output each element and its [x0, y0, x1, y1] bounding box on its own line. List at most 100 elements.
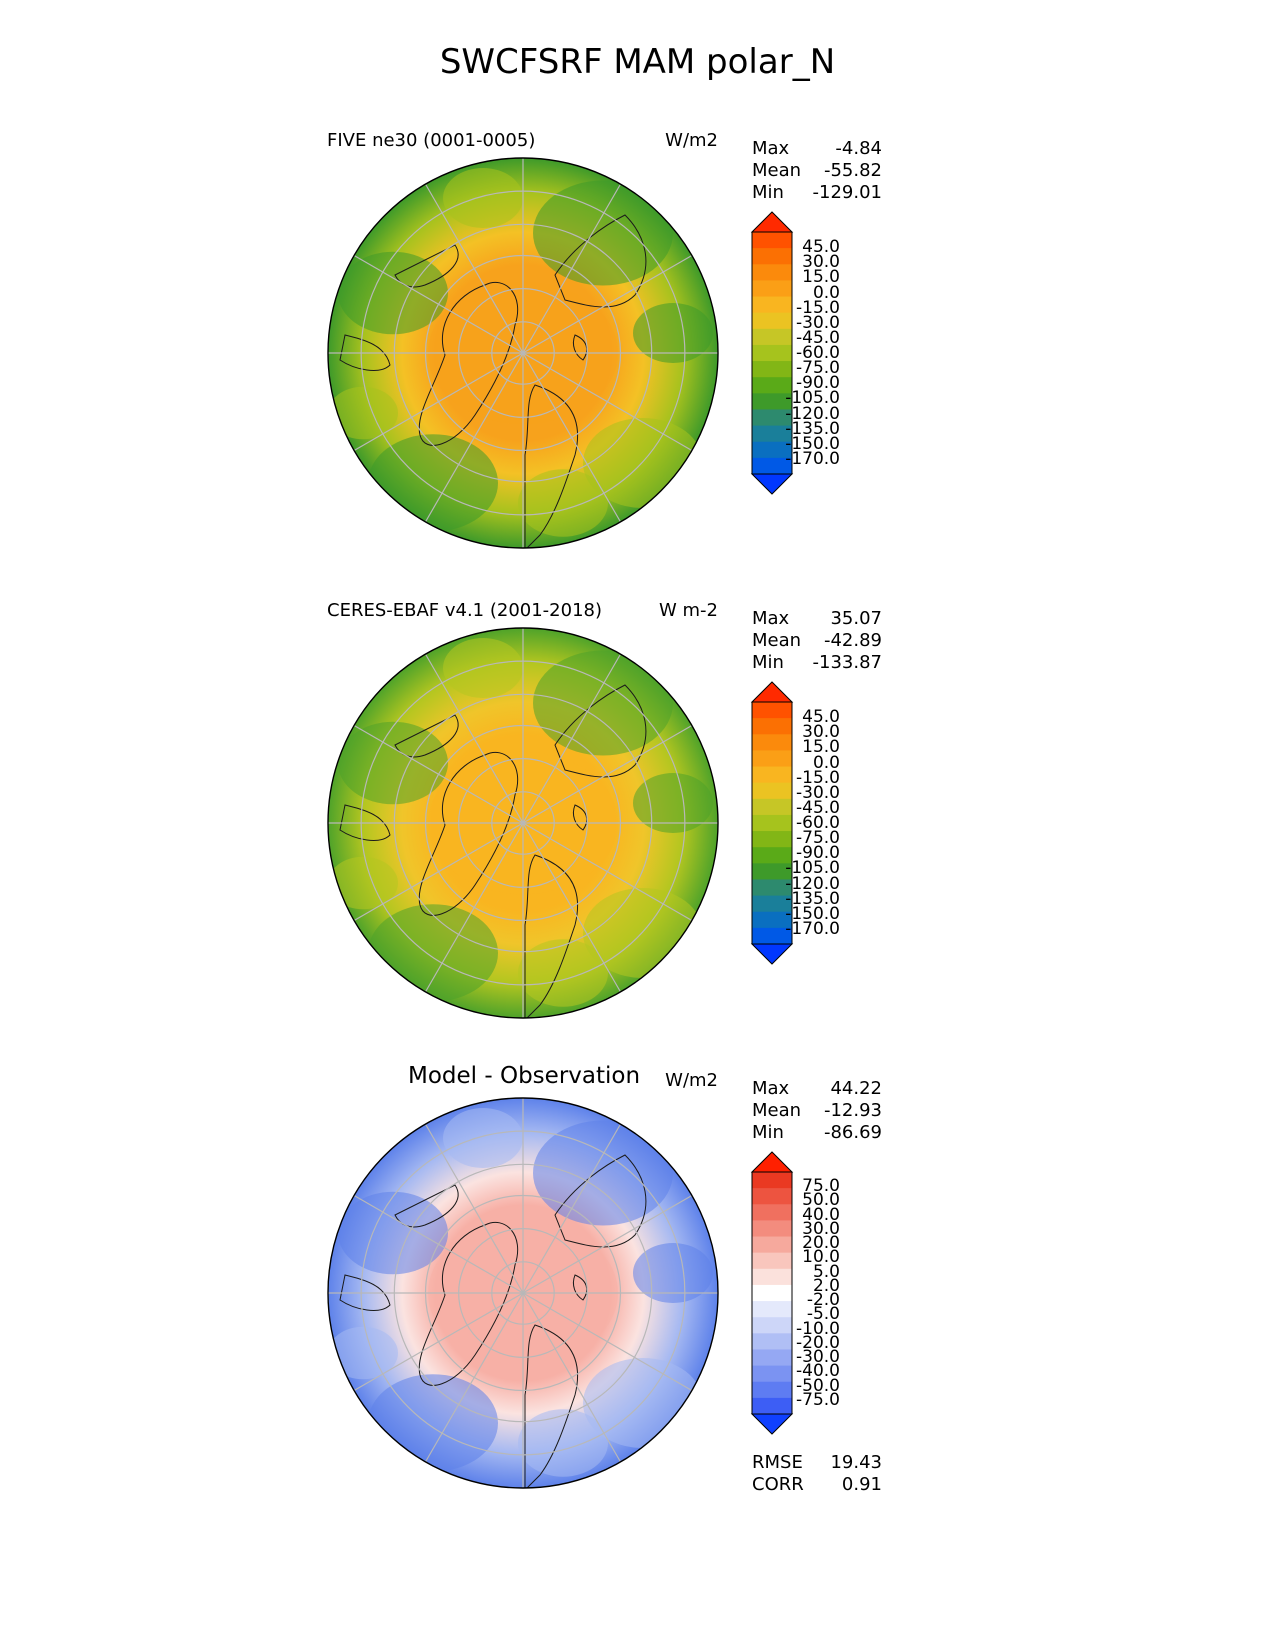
colorbar-bin	[752, 1220, 792, 1238]
colorbar-bin	[752, 798, 792, 816]
colorbar-bin	[752, 766, 792, 784]
colorbar-tick-label: -105.0	[785, 388, 840, 409]
field-patch	[443, 168, 523, 228]
coastline	[524, 384, 579, 548]
colorbar-tick-label: -120.0	[785, 403, 840, 424]
colorbar-bin	[752, 1252, 792, 1270]
colorbar-bin	[752, 232, 792, 249]
colorbar-bin	[752, 911, 792, 929]
colorbar-bin	[752, 1301, 792, 1318]
colorbar-tick-label: -150.0	[785, 433, 840, 454]
colorbar-bin	[752, 1381, 792, 1399]
colorbar-tick-label: 30.0	[802, 252, 840, 273]
colorbar-bin	[752, 879, 792, 897]
stat-mean: -55.82	[823, 160, 882, 181]
stat-rmse: 19.43	[830, 1452, 882, 1473]
meridian-line	[522, 1194, 693, 1294]
colorbar-tick-label: -30.0	[796, 782, 840, 803]
colorbar-frame	[751, 231, 793, 475]
field-patch	[338, 721, 448, 805]
colorbar-tick-label: -20.0	[796, 1332, 840, 1353]
meridian-line	[522, 1123, 622, 1294]
coastline	[524, 854, 579, 1018]
colorbar-bin	[752, 296, 792, 314]
colorbar-bin	[752, 1268, 792, 1286]
field-patch	[633, 1243, 713, 1303]
field-patch	[533, 180, 673, 286]
field-patch	[518, 469, 608, 537]
panel1-title: FIVE ne30 (0001-0005)	[327, 130, 536, 151]
colorbar-bin	[752, 863, 792, 880]
meridian-line	[424, 352, 524, 523]
colorbar-bin	[752, 831, 792, 848]
stat-label: Min	[752, 652, 784, 673]
colorbar-bin	[752, 441, 792, 459]
colorbar-bin	[752, 1188, 792, 1205]
colorbar-difference	[750, 1151, 794, 1435]
colorbar-bin	[752, 1204, 792, 1221]
panel2-stats: Max 35.07 Mean -42.89 Min -133.87	[752, 608, 882, 674]
colorbar-tick-label: 5.0	[812, 1261, 840, 1282]
meridian-line	[522, 352, 622, 523]
colorbar-tick-label: -40.0	[796, 1361, 840, 1382]
colorbar-bin	[752, 1365, 792, 1383]
meridian-line	[424, 183, 524, 354]
colorbar-tick-label: 75.0	[802, 1176, 840, 1197]
colorbar-bin	[752, 425, 792, 443]
colorbar-bin	[752, 1397, 792, 1415]
colorbar-bin	[752, 248, 792, 265]
stat-max: -4.84	[835, 138, 882, 159]
meridian-line	[424, 1292, 524, 1463]
colorbar-tick-label: 15.0	[802, 267, 840, 288]
colorbar-bin	[752, 1236, 792, 1254]
colorbar-tick-label: -75.0	[796, 1389, 840, 1410]
colorbar-bin	[752, 328, 792, 346]
stat-label: CORR	[752, 1474, 804, 1495]
colorbar-tick-label: -60.0	[796, 813, 840, 833]
colorbar-tick-label: -2.0	[806, 1290, 840, 1311]
map-boundary	[327, 157, 719, 549]
colorbar-bin	[752, 718, 792, 735]
map-boundary	[327, 627, 719, 1019]
field-patch	[518, 1409, 608, 1477]
colorbar-frame	[751, 1171, 793, 1415]
colorbar-extend-max	[750, 211, 794, 233]
panel3-extra-stats: RMSE 19.43 CORR 0.91	[752, 1452, 882, 1496]
colorbar-bin	[752, 393, 792, 410]
field-patch	[328, 856, 398, 910]
meridian-line	[522, 1292, 622, 1463]
colorbar-tick-label: -10.0	[796, 1318, 840, 1339]
polar-map-observation	[327, 627, 719, 1019]
colorbar-bin	[752, 264, 792, 281]
stat-mean: -12.93	[823, 1100, 882, 1121]
colorbar-bin	[752, 361, 792, 378]
meridian-line	[353, 254, 524, 354]
coastline	[524, 1324, 579, 1488]
meridian-line	[353, 822, 524, 922]
panel1-stats: Max -4.84 Mean -55.82 Min -129.01	[752, 138, 882, 204]
stat-mean: -42.89	[823, 630, 882, 651]
panel3-title: Model - Observation	[408, 1063, 641, 1089]
meridian-line	[522, 653, 622, 824]
colorbar-bin	[752, 1172, 792, 1189]
colorbar-tick-label: -15.0	[796, 767, 840, 788]
polar-map-model	[327, 157, 719, 549]
colorbar-tick-label: 30.0	[802, 722, 840, 743]
colorbar-tick-label: -30.0	[796, 312, 840, 333]
colorbar-tick-label: 0.0	[812, 752, 840, 773]
colorbar-tick-label: 0.0	[812, 282, 840, 303]
colorbar-bin	[752, 409, 792, 427]
stat-min: -133.87	[812, 652, 882, 673]
colorbar-tick-label: -60.0	[796, 343, 840, 363]
field-patch	[368, 434, 498, 532]
colorbar-tick-label: -105.0	[785, 858, 840, 879]
field-patch	[518, 939, 608, 1007]
meridian-line	[522, 822, 622, 993]
colorbar-frame	[751, 701, 793, 945]
stat-max: 44.22	[830, 1078, 882, 1099]
colorbar-extend-max	[750, 681, 794, 703]
colorbar-tick-label: -75.0	[796, 358, 840, 379]
coastline	[339, 1274, 391, 1311]
meridian-line	[522, 254, 693, 354]
colorbar-bin	[752, 734, 792, 751]
